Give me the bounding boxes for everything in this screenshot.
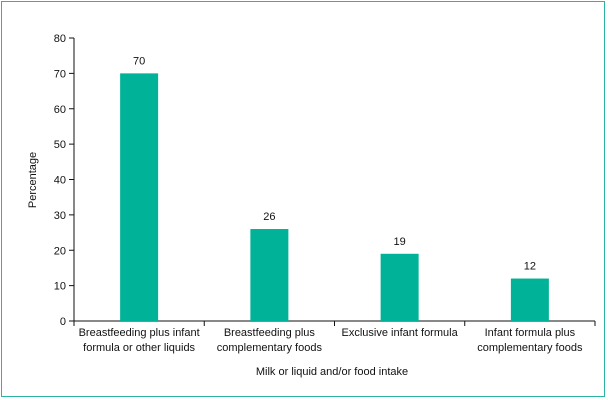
- data-label: 12: [524, 261, 536, 273]
- data-label: 19: [394, 236, 406, 248]
- bar: [380, 253, 419, 321]
- y-tick-label: 80: [54, 33, 66, 45]
- bars: 70 26 19 12: [120, 55, 549, 321]
- y-tick-label: 40: [54, 175, 66, 187]
- y-tick-label: 30: [54, 210, 66, 222]
- x-category-label: Exclusive infant formula: [342, 327, 459, 339]
- x-category-label: formula or other liquids: [83, 342, 195, 354]
- x-category-label: Breastfeeding plus: [224, 327, 316, 339]
- y-tick-label: 70: [54, 68, 66, 80]
- bar: [510, 278, 549, 321]
- data-label: 26: [263, 211, 275, 223]
- bar: [120, 73, 159, 321]
- y-axis-title: Percentage: [27, 152, 39, 208]
- y-tick-label: 20: [54, 245, 66, 257]
- y-tick-label: 60: [54, 104, 66, 116]
- x-category-label: complementary foods: [477, 342, 583, 354]
- y-tick-label: 50: [54, 139, 66, 151]
- y-tick-label: 10: [54, 281, 66, 293]
- x-category-label: Infant formula plus: [485, 327, 576, 339]
- y-tick-label: 0: [60, 316, 66, 328]
- bar: [250, 229, 289, 321]
- y-axis: 0 10 20 30 40 50 60 70 80: [54, 33, 75, 328]
- data-label: 70: [133, 55, 145, 67]
- x-axis-title: Milk or liquid and/or food intake: [256, 366, 408, 378]
- x-category-label: complementary foods: [217, 342, 323, 354]
- x-category-label: Breastfeeding plus infant: [79, 327, 200, 339]
- x-axis: Breastfeeding plus infant formula or othe…: [73, 320, 596, 354]
